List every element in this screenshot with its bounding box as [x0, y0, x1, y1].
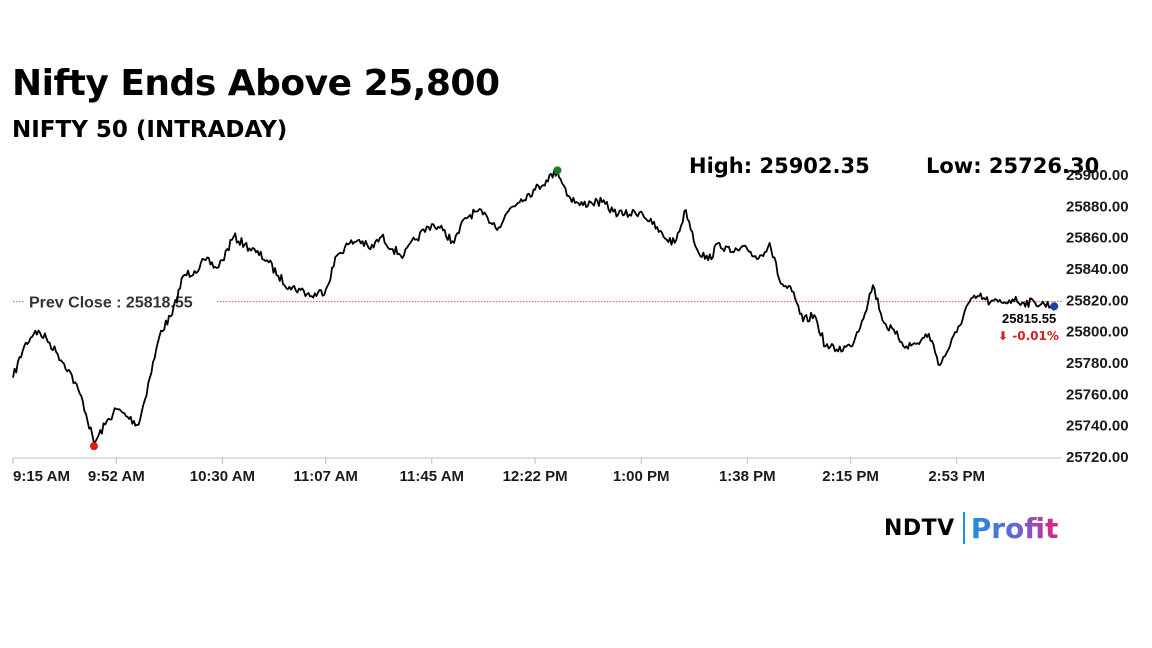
- y-tick-label: 25780.00: [1066, 355, 1129, 372]
- high-stat: High: 25902.35: [689, 152, 870, 180]
- x-tick-label: 1:00 PM: [613, 468, 670, 485]
- ndtv-profit-logo: NDTV Profit: [884, 508, 1058, 548]
- x-tick-label: 9:15 AM: [13, 468, 70, 485]
- y-tick-label: 25900.00: [1066, 167, 1129, 184]
- low-value: 25726.30: [988, 154, 1100, 178]
- y-tick-label: 25820.00: [1066, 292, 1129, 309]
- day-low-marker: [89, 442, 98, 451]
- y-tick-label: 25800.00: [1066, 324, 1129, 341]
- day-high-marker: [553, 166, 562, 175]
- y-tick-label: 25840.00: [1066, 261, 1129, 278]
- prev-close-label-bg: [24, 291, 216, 312]
- x-tick-label: 11:07 AM: [293, 468, 357, 485]
- intraday-line-chart: 9:15 AM 9:52 AM 10:30 AM 11:07 AM 11:45 AM 12…: [12, 166, 1129, 485]
- prev-close-label: Prev Close : 25818.55: [29, 295, 193, 312]
- y-tick-label: 25720.00: [1066, 449, 1129, 466]
- low-stat: Low: 25726.30: [926, 152, 1099, 180]
- ndtv-wordmark: NDTV: [884, 515, 955, 541]
- chart-subtitle: NIFTY 50 (INTRADAY): [12, 117, 288, 143]
- x-tick-label: 1:38 PM: [719, 468, 776, 485]
- price-line: [12, 169, 1058, 445]
- logo-divider: [962, 512, 965, 544]
- plot-area: 9:15 AM 9:52 AM 10:30 AM 11:07 AM 11:45 AM 12…: [12, 166, 1129, 485]
- y-tick-label: 25760.00: [1066, 386, 1129, 403]
- x-tick-label: 11:45 AM: [400, 468, 464, 485]
- low-label: Low:: [926, 154, 982, 178]
- last-price-label: 25815.55: [1002, 311, 1056, 326]
- y-tick-label: 25860.00: [1066, 230, 1129, 247]
- high-value: 25902.35: [759, 154, 870, 178]
- last-change-label: ⬇ -0.01%: [998, 329, 1059, 343]
- headline: Nifty Ends Above 25,800: [12, 63, 500, 104]
- x-tick-label: 2:15 PM: [822, 468, 879, 485]
- x-tick-label: 2:53 PM: [928, 468, 985, 485]
- y-tick-label: 25880.00: [1066, 198, 1129, 215]
- profit-wordmark: Profit: [970, 511, 1059, 545]
- high-label: High:: [689, 154, 753, 178]
- x-tick-label: 12:22 PM: [503, 468, 568, 485]
- x-tick-label: 9:52 AM: [88, 468, 145, 485]
- x-tick-label: 10:30 AM: [190, 468, 255, 485]
- last-price-marker: [1050, 302, 1059, 311]
- y-tick-label: 25740.00: [1066, 418, 1129, 435]
